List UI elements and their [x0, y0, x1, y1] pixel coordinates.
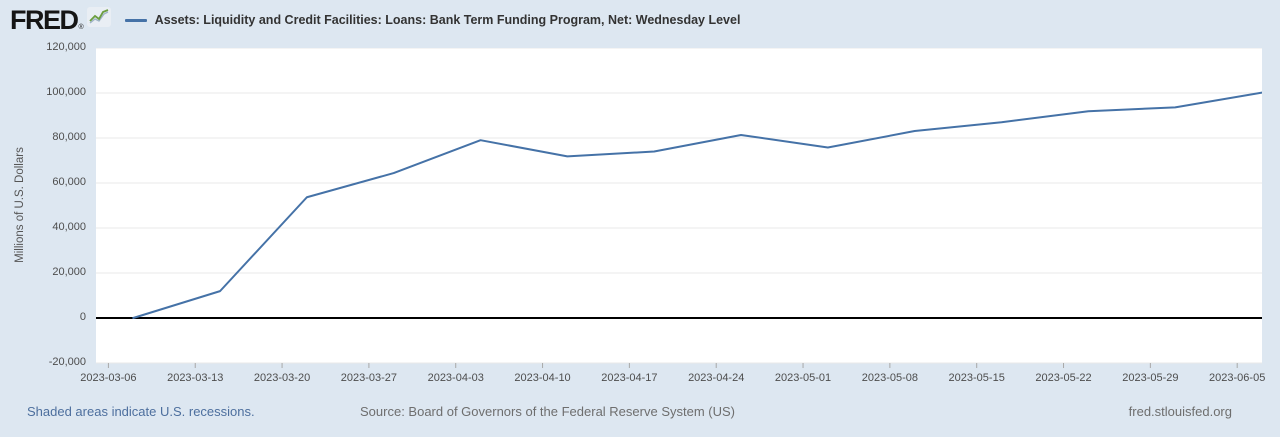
y-tick-label: -20,000	[48, 356, 86, 368]
series-title[interactable]: Assets: Liquidity and Credit Facilities:…	[154, 13, 741, 27]
source-text: Source: Board of Governors of the Federa…	[360, 404, 735, 419]
plot-background	[96, 48, 1262, 363]
y-tick-label: 80,000	[52, 131, 86, 143]
x-tick-label: 2023-05-29	[1122, 372, 1179, 384]
x-tick-label: 2023-03-13	[167, 372, 224, 384]
x-tick-label: 2023-05-22	[1035, 372, 1092, 384]
fred-logo-text: FRED	[10, 5, 79, 35]
x-tick-label: 2023-06-05	[1209, 372, 1266, 384]
registered-mark: ®	[78, 24, 84, 31]
fred-logo[interactable]: FRED ®	[10, 5, 111, 35]
site-link[interactable]: fred.stlouisfed.org	[1128, 404, 1232, 419]
recessions-link[interactable]: Shaded areas indicate U.S. recessions.	[27, 404, 255, 419]
x-tick-label: 2023-05-15	[948, 372, 1005, 384]
legend: Assets: Liquidity and Credit Facilities:…	[124, 13, 741, 27]
x-tick-label: 2023-05-08	[861, 372, 918, 384]
series-line[interactable]	[132, 91, 1262, 319]
legend-line-swatch	[124, 18, 147, 22]
x-tick-label: 2023-04-10	[514, 372, 571, 384]
y-tick-label: 20,000	[52, 266, 86, 278]
x-tick-label: 2023-03-06	[80, 372, 137, 384]
x-tick-label: 2023-04-17	[601, 372, 658, 384]
x-tick-label: 2023-05-01	[774, 372, 832, 384]
y-tick-label: 0	[79, 311, 86, 323]
y-tick-label: 60,000	[52, 176, 86, 188]
y-tick-label: 100,000	[46, 86, 86, 98]
y-tick-label: 40,000	[52, 221, 86, 233]
x-tick-label: 2023-03-27	[340, 372, 398, 384]
x-tick-label: 2023-03-20	[253, 372, 311, 384]
y-tick-label: 120,000	[46, 41, 86, 53]
y-axis-title: Millions of U.S. Dollars	[14, 147, 26, 263]
x-tick-label: 2023-04-24	[688, 372, 745, 384]
x-tick-label: 2023-04-03	[427, 372, 484, 384]
fred-sparkline-icon	[86, 7, 111, 32]
plot-area[interactable]	[96, 48, 1262, 369]
chart-header: FRED ® Assets: Liquidity and Credit Faci…	[10, 5, 740, 35]
